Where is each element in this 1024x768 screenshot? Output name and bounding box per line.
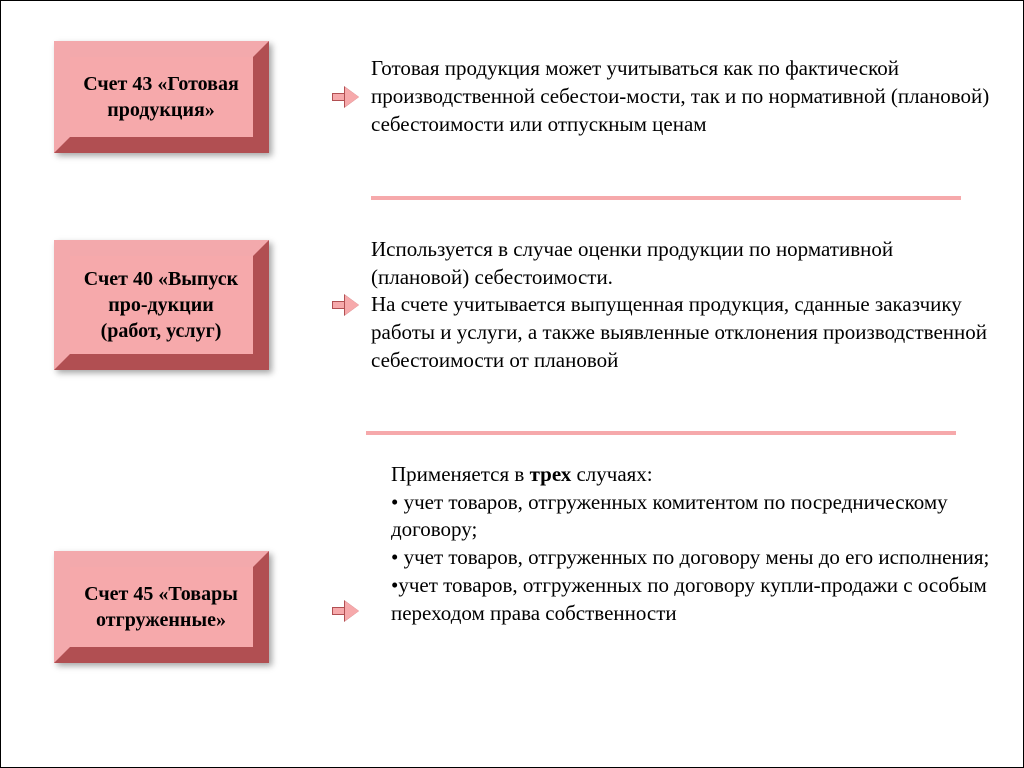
desc-1: Готовая продукция может учитываться как … (371, 55, 1023, 138)
box-wrap-2: Счет 40 «Выпуск про-дукции (работ, услуг… (1, 240, 321, 370)
divider-2 (366, 431, 956, 435)
arrow-wrap-3 (321, 461, 371, 621)
desc-2: Используется в случае оценки продукции п… (371, 236, 1023, 375)
box-wrap-3: Счет 45 «Товары отгруженные» (1, 461, 321, 663)
arrow-wrap-1 (321, 87, 371, 107)
desc-3: Применяется в трех случаях:• учет товаро… (371, 461, 1023, 627)
account-box-45: Счет 45 «Товары отгруженные» (54, 551, 269, 663)
arrow-icon (332, 295, 360, 315)
account-box-40: Счет 40 «Выпуск про-дукции (работ, услуг… (54, 240, 269, 370)
arrow-wrap-2 (321, 295, 371, 315)
arrow-icon (332, 601, 360, 621)
row-1: Счет 43 «Готовая продукция» Готовая прод… (1, 41, 1023, 153)
divider-1 (371, 196, 961, 200)
arrow-icon (332, 87, 360, 107)
row-2: Счет 40 «Выпуск про-дукции (работ, услуг… (1, 236, 1023, 375)
box-wrap-1: Счет 43 «Готовая продукция» (1, 41, 321, 153)
row-3: Счет 45 «Товары отгруженные» Применяется… (1, 461, 1023, 663)
account-box-43: Счет 43 «Готовая продукция» (54, 41, 269, 153)
